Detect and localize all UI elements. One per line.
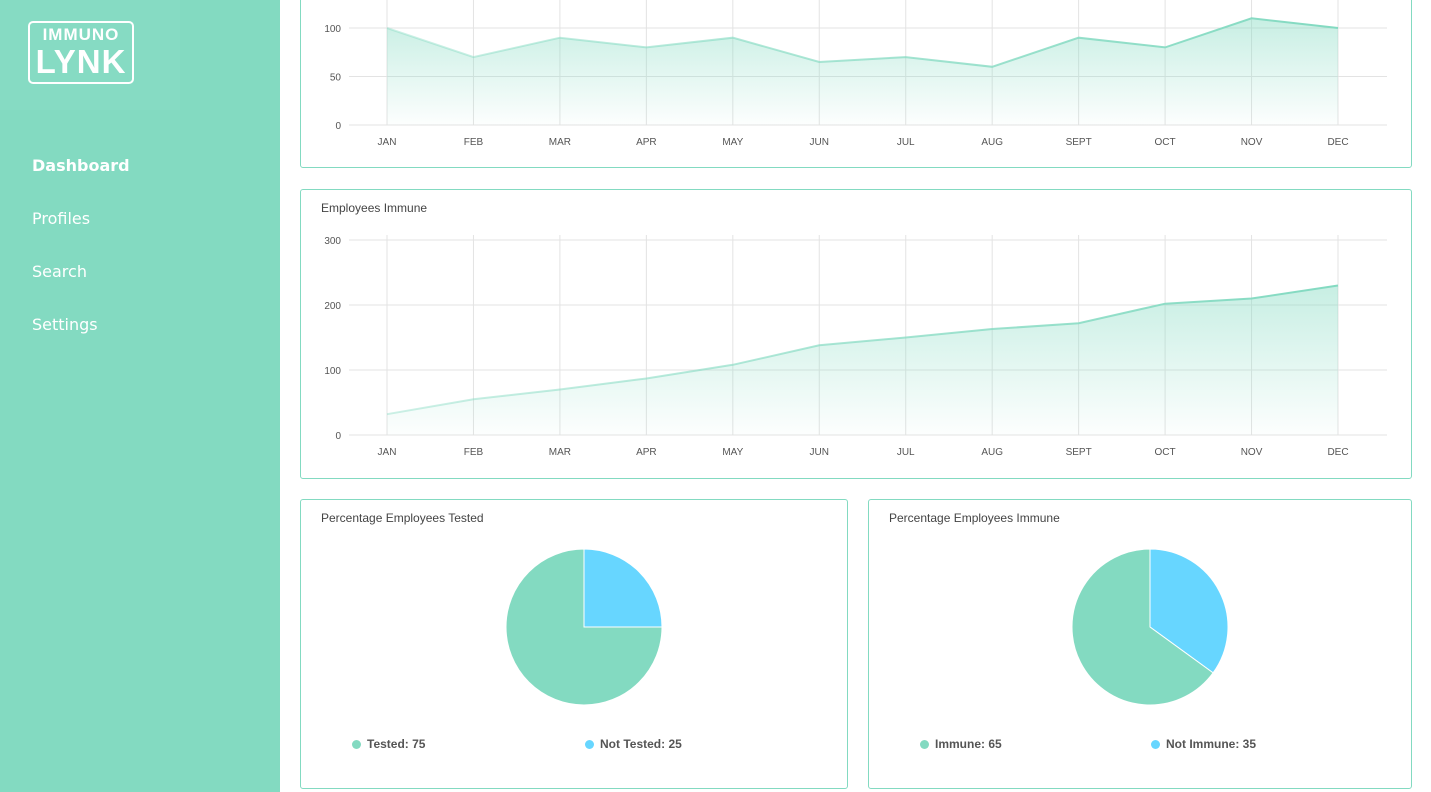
x-tick-label: OCT — [1155, 137, 1176, 148]
legend-dot — [585, 739, 594, 749]
pie-card-immune: Percentage Employees Immune Immune: 65 N… — [868, 499, 1412, 789]
x-tick-label: FEB — [464, 447, 484, 458]
legend-dot — [352, 739, 361, 749]
x-tick-label: JAN — [378, 137, 397, 148]
pie-title: Percentage Employees Tested — [321, 511, 484, 525]
chart-title: Employees Immune — [321, 201, 428, 215]
y-tick-label: 50 — [330, 73, 342, 84]
legend-item-immune[interactable]: Immune: 65 — [920, 737, 1002, 751]
x-tick-label: NOV — [1241, 137, 1263, 148]
y-tick-label: 0 — [335, 121, 341, 132]
chart-card-employees-immune: Employees Immune 0 100 200 300 JAN FEB MAR APR M… — [300, 189, 1412, 479]
legend-label: Not Immune: 35 — [1166, 737, 1257, 751]
nav-item-settings[interactable]: Settings — [32, 315, 98, 334]
y-tick-label: 100 — [324, 366, 341, 377]
x-tick-label: JUL — [897, 447, 915, 458]
x-tick-label: APR — [636, 137, 657, 148]
area-chart-employees-immune: 0 100 200 300 JAN FEB MAR APR MAY JUN JUL AUG SEPT OC… — [324, 235, 1387, 458]
legend-dot — [920, 739, 929, 749]
x-tick-label: SEPT — [1066, 447, 1092, 458]
pie-title: Percentage Employees Immune — [889, 511, 1060, 525]
x-tick-label: SEPT — [1066, 137, 1092, 148]
x-tick-label: OCT — [1155, 447, 1176, 458]
x-tick-label: MAR — [549, 137, 571, 148]
x-tick-label: MAY — [722, 447, 743, 458]
y-tick-label: 100 — [324, 24, 341, 35]
logo-line1: IMMUNO — [42, 25, 120, 44]
legend-item-tested[interactable]: Tested: 75 — [352, 737, 425, 751]
pie-chart-immune — [1071, 548, 1229, 706]
area-fill — [387, 285, 1338, 435]
x-tick-label: JUN — [810, 447, 829, 458]
x-tick-label: DEC — [1327, 137, 1348, 148]
x-tick-label: AUG — [981, 447, 1003, 458]
pie-slice — [583, 548, 663, 628]
x-tick-label: MAR — [549, 447, 571, 458]
x-tick-label: JAN — [378, 447, 397, 458]
legend-label: Tested: 75 — [367, 737, 426, 751]
pie-chart-tested — [505, 548, 663, 706]
area-chart-top: 0 50 100 JAN FEB MAR APR MAY JUN JUL AUG SEPT OCT NOV… — [324, 0, 1387, 148]
sidebar-nav: Dashboard Profiles Search Settings — [32, 155, 130, 367]
legend-label: Immune: 65 — [935, 737, 1002, 751]
logo-line2: LYNK — [35, 43, 127, 80]
logo-area: IMMUNO LYNK — [0, 0, 180, 110]
y-tick-label: 200 — [324, 301, 341, 312]
sidebar: IMMUNO LYNK Dashboard Profiles Search Se… — [0, 0, 280, 792]
area-fill — [387, 18, 1338, 125]
nav-item-profiles[interactable]: Profiles — [32, 209, 91, 228]
x-tick-label: AUG — [981, 137, 1003, 148]
pie-slice — [505, 548, 663, 706]
legend-item-not-immune[interactable]: Not Immune: 35 — [1151, 737, 1256, 751]
y-tick-label: 300 — [324, 236, 341, 247]
pie-slice — [1149, 548, 1229, 674]
x-tick-label: DEC — [1327, 447, 1348, 458]
legend-label: Not Tested: 25 — [600, 737, 682, 751]
series-line — [386, 284, 1339, 416]
x-tick-label: FEB — [464, 137, 484, 148]
x-tick-label: APR — [636, 447, 657, 458]
pie-card-tested: Percentage Employees Tested Tested: 75 N… — [300, 499, 848, 789]
chart-card-top: 0 50 100 JAN FEB MAR APR MAY JUN JUL AUG SEPT OCT NOV… — [300, 0, 1412, 168]
y-tick-label: 0 — [335, 431, 341, 442]
logo[interactable]: IMMUNO LYNK — [28, 21, 134, 84]
legend-item-not-tested[interactable]: Not Tested: 25 — [585, 737, 682, 751]
series-line — [386, 17, 1339, 68]
x-tick-label: JUN — [810, 137, 829, 148]
x-tick-label: NOV — [1241, 447, 1263, 458]
nav-item-search[interactable]: Search — [32, 262, 87, 281]
legend-dot — [1151, 739, 1160, 749]
pie-slice — [1071, 548, 1214, 706]
x-tick-label: MAY — [722, 137, 743, 148]
x-tick-label: JUL — [897, 137, 915, 148]
nav-item-dashboard[interactable]: Dashboard — [32, 156, 130, 175]
